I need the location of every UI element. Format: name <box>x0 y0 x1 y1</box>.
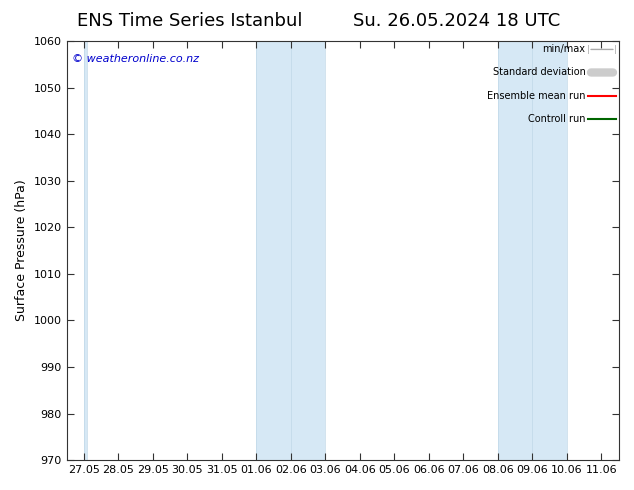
Text: © weatheronline.co.nz: © weatheronline.co.nz <box>72 53 199 64</box>
Bar <box>84 41 87 460</box>
Bar <box>256 41 325 460</box>
Text: |: | <box>586 45 590 54</box>
Text: ENS Time Series Istanbul: ENS Time Series Istanbul <box>77 12 303 30</box>
Y-axis label: Surface Pressure (hPa): Surface Pressure (hPa) <box>15 180 28 321</box>
Text: Su. 26.05.2024 18 UTC: Su. 26.05.2024 18 UTC <box>353 12 560 30</box>
Text: min/max: min/max <box>543 45 585 54</box>
Text: Controll run: Controll run <box>528 114 585 123</box>
Text: |: | <box>614 45 618 54</box>
Text: Ensemble mean run: Ensemble mean run <box>487 91 585 100</box>
Bar <box>498 41 567 460</box>
Text: Standard deviation: Standard deviation <box>493 68 585 77</box>
